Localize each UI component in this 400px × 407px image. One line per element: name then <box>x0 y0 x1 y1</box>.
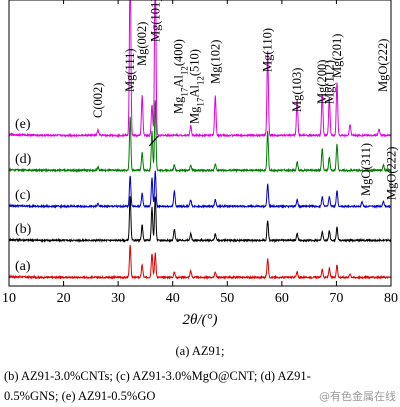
trace-label-a: (a) <box>15 259 31 274</box>
x-axis-label: 2θ/(°) <box>182 312 217 328</box>
plot-frame <box>8 0 392 287</box>
caption-line-2: (b) AZ91-3.0%CNTs; (c) AZ91-3.0%MgO@CNT;… <box>4 369 311 383</box>
x-tick-label-20: 20 <box>57 291 71 306</box>
x-tick-label-10: 10 <box>2 291 16 306</box>
x-axis: 10 20 30 40 50 60 70 80 <box>2 0 398 306</box>
trace-label-b: (b) <box>15 222 32 237</box>
annotation-10: Mg(112) <box>322 60 336 104</box>
annotation-0: C(002) <box>91 83 105 118</box>
annotation-11: Mg(201) <box>330 34 344 78</box>
caption-line-1: (a) AZ91; <box>175 344 225 358</box>
trace-label-c: (c) <box>15 188 31 203</box>
trace-c <box>8 170 392 209</box>
trace-label-e: (e) <box>15 117 31 132</box>
annotation-6: Mg(102) <box>208 40 222 84</box>
x-tick-label-40: 40 <box>166 291 180 306</box>
annotation-13: MgO(311) <box>359 143 373 196</box>
annotation-5: Mg17Al12(510) <box>188 49 206 124</box>
watermark: @有色金属在线 <box>319 390 396 403</box>
x-tick-label-70: 70 <box>329 291 343 306</box>
caption-line-3: 0.5%GNS; (e) AZ91-0.5%GO <box>4 389 156 403</box>
annotation-2: Mg(002) <box>135 22 149 66</box>
annotation-3: Mg(101) <box>148 0 162 42</box>
trace-label-d: (d) <box>15 152 32 167</box>
x-tick-label-30: 30 <box>111 291 125 306</box>
annotation-7: Mg(110) <box>261 28 275 72</box>
xrd-traces: (a) (b) (c) (d) (e) <box>8 0 392 280</box>
trace-b <box>8 196 392 244</box>
xrd-chart: (a)(b)(c)(d)(e) C(002)Mg(111)Mg(002)Mg(1… <box>2 0 398 328</box>
annotation-1: Mg(111) <box>123 48 137 92</box>
annotation-12: MgO(222) <box>376 39 390 92</box>
arrow-mg101 <box>148 135 159 147</box>
trace-a <box>8 244 392 280</box>
annotation-9: Mg(200) <box>315 60 329 104</box>
trace-e <box>8 0 392 138</box>
x-tick-label-50: 50 <box>220 291 234 306</box>
x-tick-label-80: 80 <box>384 291 398 306</box>
annotation-4: Mg17Al12(400) <box>171 39 189 114</box>
annotation-8: Mg(103) <box>290 68 304 112</box>
x-tick-label-60: 60 <box>275 291 289 306</box>
trace-d <box>8 100 392 174</box>
